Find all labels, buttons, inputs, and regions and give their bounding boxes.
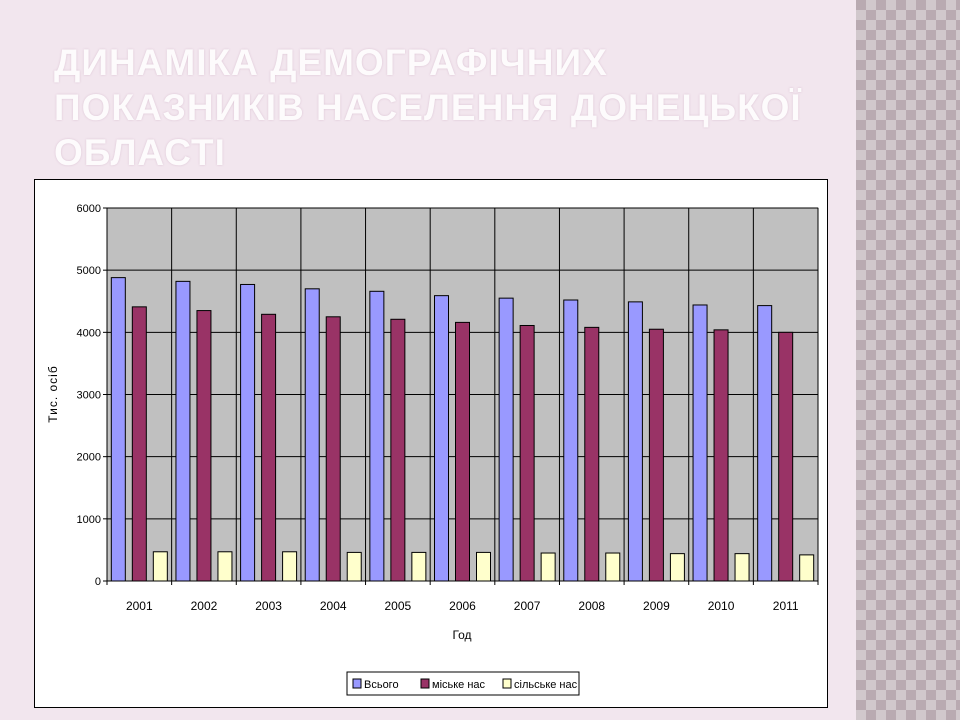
bar (519, 324, 535, 582)
x-axis-ticks: 2001 2002 2003 2004 2005 2006 2007 2008 2009 2010… (106, 580, 819, 613)
x-tick-label: 2002 (191, 599, 218, 613)
bar (175, 280, 191, 582)
bar (217, 551, 233, 582)
y-tick-label: 5000 (77, 265, 101, 277)
bar (390, 318, 406, 582)
bar (799, 554, 815, 582)
x-tick-label: 2009 (643, 599, 670, 613)
bar (261, 313, 277, 582)
legend: Всього міське нас сільське нас (346, 671, 580, 696)
bar (434, 295, 449, 582)
y-tick-label: 4000 (77, 327, 101, 339)
bar (734, 553, 750, 582)
y-axis-ticks: 0 1000 2000 3000 4000 5000 6000 (77, 203, 108, 588)
bar (563, 299, 579, 582)
slide-title: Динаміка демографічних показників населе… (54, 42, 802, 173)
legend-items: Всього міське нас сільське нас (352, 678, 578, 691)
bar (346, 551, 362, 582)
bar (778, 331, 794, 582)
legend-swatch (502, 678, 512, 689)
bar (282, 551, 298, 582)
bar (584, 326, 600, 582)
y-tick-label: 1000 (77, 514, 101, 526)
legend-swatch (420, 678, 430, 689)
y-tick-label: 3000 (77, 390, 101, 402)
bar (713, 329, 729, 582)
bar (627, 301, 643, 582)
legend-label: Всього (364, 679, 399, 691)
y-tick-label: 2000 (77, 452, 101, 464)
bar (498, 297, 514, 582)
bar (110, 277, 126, 582)
bar (152, 551, 168, 582)
bar (540, 552, 556, 582)
chart-frame: 0 1000 2000 3000 4000 5000 6000 2001 2002 2003 20… (34, 179, 828, 708)
decorative-strip (856, 0, 960, 720)
bar (648, 328, 664, 582)
y-axis-label: Тис. осіб (46, 365, 60, 422)
y-tick-label: 6000 (77, 203, 101, 215)
bar (669, 553, 685, 582)
x-axis-label: Год (452, 628, 471, 642)
bar (757, 305, 773, 582)
bar (369, 290, 385, 582)
legend-box (346, 671, 580, 696)
x-tick-label: 2005 (385, 599, 412, 613)
x-tick-label: 2010 (708, 599, 735, 613)
bar (692, 304, 708, 582)
bar (325, 316, 341, 582)
bar (411, 551, 427, 582)
bar (605, 552, 621, 582)
legend-label: міське нас (432, 679, 486, 691)
legend-swatch (352, 678, 362, 689)
bar (304, 288, 320, 582)
x-tick-label: 2007 (514, 599, 541, 613)
bar (476, 551, 491, 582)
x-tick-label: 2011 (773, 599, 799, 613)
bar (196, 310, 212, 582)
x-tick-label: 2008 (578, 599, 605, 613)
x-tick-label: 2006 (449, 599, 476, 613)
bar (240, 283, 256, 582)
bar (131, 306, 147, 582)
x-tick-label: 2003 (255, 599, 282, 613)
x-tick-label: 2004 (320, 599, 347, 613)
y-tick-label: 0 (95, 576, 101, 588)
bar (455, 321, 470, 582)
x-tick-label: 2001 (126, 599, 153, 613)
legend-label: сільське нас (514, 679, 578, 691)
